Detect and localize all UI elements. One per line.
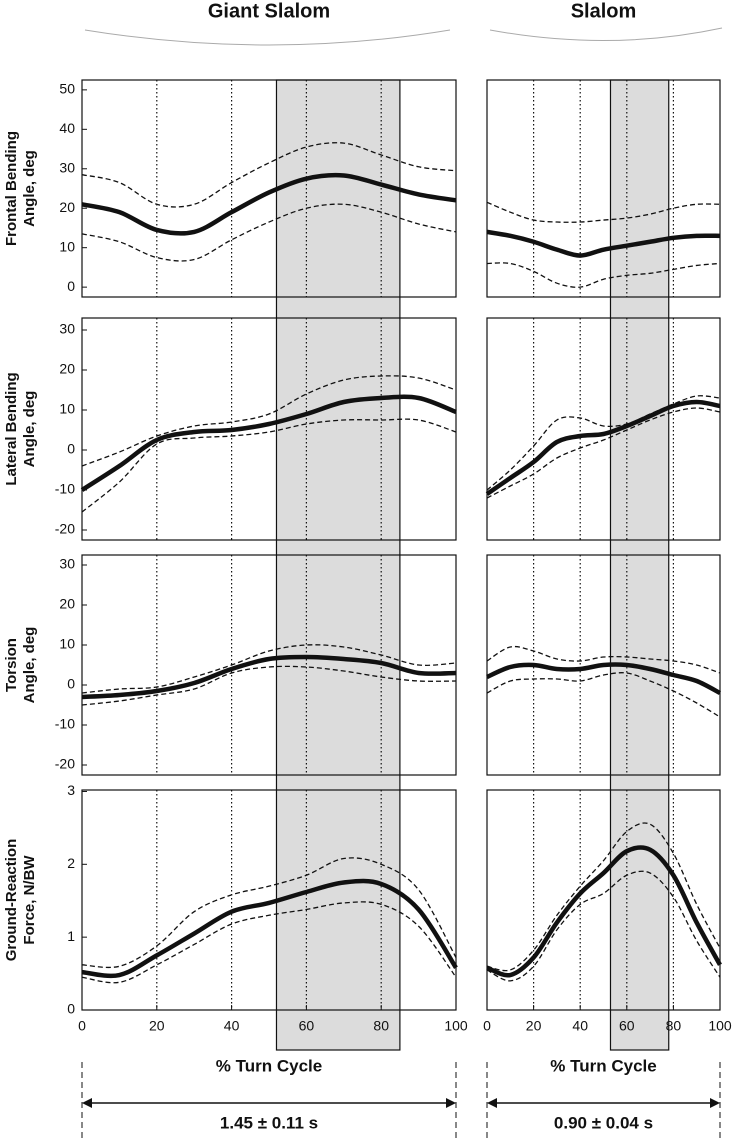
y-tick-label: -20 [55, 756, 75, 772]
y-axis-label: Angle, deg [21, 391, 38, 468]
sd-line [486, 870, 721, 982]
y-tick-label: 0 [67, 278, 75, 294]
sd-line [486, 407, 721, 499]
y-tick-label: 0 [67, 676, 75, 692]
x-tick-label: 100 [444, 1018, 468, 1034]
mean-line [80, 394, 457, 492]
y-axis-label: Angle, deg [21, 150, 38, 227]
shaded-phase [609, 79, 670, 1051]
x-tick-label: 80 [666, 1018, 682, 1034]
y-tick-label: 20 [59, 361, 75, 377]
y-tick-label: 10 [59, 238, 75, 254]
mean-line [486, 662, 722, 696]
y-tick-label: 20 [59, 199, 75, 215]
y-axis-label: Lateral Bending [3, 372, 20, 485]
sd-line [486, 395, 721, 491]
sd-line [81, 901, 457, 984]
y-tick-label: -10 [55, 481, 75, 497]
panel-frame [486, 789, 721, 1011]
y-tick-label: 30 [59, 321, 75, 337]
panel-frame [486, 79, 721, 298]
x-tick-label: 60 [619, 1018, 635, 1034]
y-tick-label: 0 [67, 441, 75, 457]
sd-line [81, 375, 457, 467]
x-tick-label: 20 [149, 1018, 165, 1034]
sd-line [81, 203, 457, 262]
sd-line [81, 857, 457, 969]
x-tick-label: 60 [299, 1018, 315, 1034]
duration-label: 1.45 ± 0.11 s [220, 1113, 318, 1132]
panel-frame [81, 79, 457, 298]
y-tick-label: 0 [67, 1001, 75, 1017]
y-axis-label: Force, N/BW [21, 855, 38, 945]
x-tick-label: 40 [572, 1018, 588, 1034]
column-title: Giant Slalom [208, 0, 330, 22]
y-tick-label: 30 [59, 556, 75, 572]
sd-line [486, 822, 721, 972]
panel-frame [81, 554, 457, 776]
y-tick-label: 2 [67, 855, 75, 871]
y-axis-label: Torsion [3, 638, 20, 692]
y-tick-label: 10 [59, 636, 75, 652]
mean-line [81, 172, 457, 236]
mean-line [486, 229, 721, 258]
y-tick-label: 10 [59, 401, 75, 417]
x-tick-label: 0 [483, 1018, 491, 1034]
duration-label: 0.90 ± 0.04 s [554, 1113, 653, 1132]
mean-line [485, 399, 721, 496]
x-tick-label: 20 [526, 1018, 542, 1034]
sd-line [81, 665, 457, 706]
y-tick-label: -10 [55, 716, 75, 732]
x-tick-label: 100 [708, 1018, 732, 1034]
y-tick-label: 1 [67, 928, 75, 944]
skier-sequence [84, 27, 723, 46]
y-tick-label: 40 [59, 120, 75, 136]
sd-line [486, 262, 721, 288]
panel-frame [81, 789, 457, 1011]
sd-line [486, 672, 721, 718]
x-tick-label: 40 [224, 1018, 240, 1034]
column-title: Slalom [571, 0, 637, 22]
panel-frame [486, 317, 721, 541]
y-tick-label: 20 [59, 596, 75, 612]
x-axis-label: % Turn Cycle [550, 1056, 656, 1075]
x-tick-label: 80 [373, 1018, 389, 1034]
sd-line [486, 201, 721, 223]
y-axis-label: Ground-Reaction [3, 839, 20, 962]
panel-frame [486, 554, 721, 776]
mean-line [486, 845, 722, 978]
sd-line [81, 644, 457, 694]
y-tick-label: 3 [67, 782, 75, 798]
panel-frame [81, 317, 457, 541]
x-axis-label: % Turn Cycle [216, 1056, 322, 1075]
y-tick-label: -20 [55, 521, 75, 537]
x-tick-label: 0 [78, 1018, 86, 1034]
y-tick-label: 50 [59, 81, 75, 97]
sd-line [81, 418, 457, 513]
y-axis-label: Frontal Bending [3, 131, 20, 246]
mean-line [81, 654, 457, 700]
y-tick-label: 30 [59, 159, 75, 175]
shaded-phase [275, 79, 401, 1051]
mean-line [81, 878, 458, 979]
y-axis-label: Angle, deg [21, 627, 38, 704]
sd-line [486, 645, 721, 674]
